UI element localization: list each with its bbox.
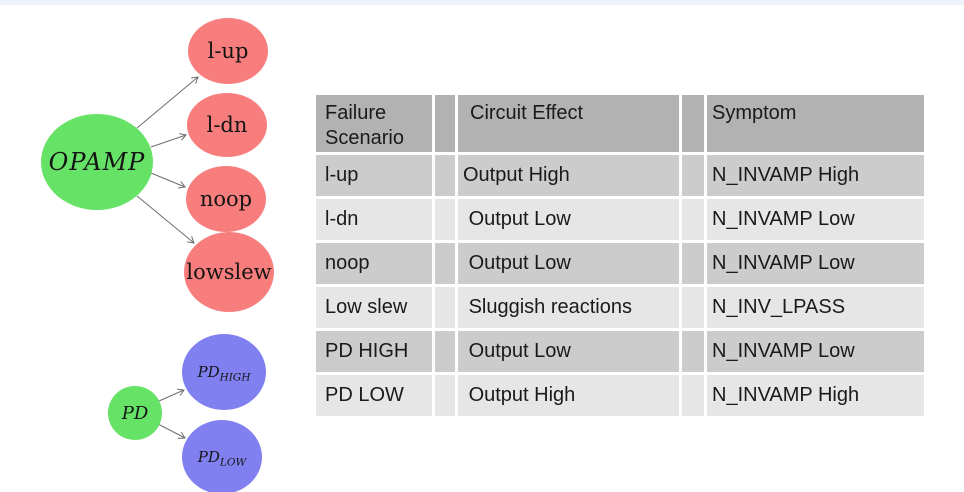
table-row-lup-spacer2 xyxy=(682,155,704,196)
node-pdhigh-subscript: HIGH xyxy=(219,372,252,384)
table-row-lowslew-spacer2 xyxy=(682,287,704,328)
table-header-failure-scenario: Failure Scenario xyxy=(316,95,432,152)
table-row-pdhigh-effect: Output Low xyxy=(458,331,679,372)
node-pdlow-subscript: LOW xyxy=(219,457,248,469)
table-row-lup-symptom: N_INVAMP High xyxy=(707,155,924,196)
table-header-spacer-2 xyxy=(682,95,704,152)
table-row-pdhigh-scenario: PD HIGH xyxy=(316,331,432,372)
table-row-pdlow-effect: Output High xyxy=(458,375,679,416)
table-row-noop-spacer2 xyxy=(682,243,704,284)
table-row-ldn-effect: Output Low xyxy=(458,199,679,240)
node-pdlow-main: PD xyxy=(197,448,220,466)
edge-opamp-lowslew xyxy=(136,195,195,244)
table-row-pdlow-spacer xyxy=(435,375,455,416)
node-pdhigh xyxy=(182,334,266,410)
table-row-pdhigh-symptom: N_INVAMP Low xyxy=(707,331,924,372)
node-ldn-label: l-dn xyxy=(207,113,248,137)
node-opamp-label: OPAMP xyxy=(49,148,146,176)
node-pd xyxy=(108,386,162,440)
node-noop xyxy=(186,166,266,232)
edge-opamp-ldn xyxy=(150,133,187,148)
node-pdhigh-main: PD xyxy=(197,363,220,381)
fault-tree-diagram: OPAMP l-up l-dn noop lowslew PD PDHIGH P… xyxy=(41,18,274,492)
node-pd-label: PD xyxy=(121,403,149,424)
node-lowslew-label: lowslew xyxy=(186,260,271,284)
table-header-spacer-1 xyxy=(435,95,455,152)
table-row-lup-scenario: l-up xyxy=(316,155,432,196)
table-row-lup-effect: Output High xyxy=(458,155,679,196)
table-row-pdhigh-spacer xyxy=(435,331,455,372)
edge-pd-pdlow xyxy=(157,423,186,439)
node-lowslew xyxy=(184,232,274,312)
table-row-noop-symptom: N_INVAMP Low xyxy=(707,243,924,284)
table-row-lup-spacer xyxy=(435,155,455,196)
node-noop-label: noop xyxy=(200,187,252,211)
node-pdhigh-label: PDHIGH xyxy=(197,363,252,384)
table-row-lowslew-spacer xyxy=(435,287,455,328)
table-row-pdlow-symptom: N_INVAMP High xyxy=(707,375,924,416)
node-lup-label: l-up xyxy=(208,39,249,63)
table-row-lowslew-effect: Sluggish reactions xyxy=(458,287,679,328)
table-row-pdlow-spacer2 xyxy=(682,375,704,416)
table-row-pdlow-scenario: PD LOW xyxy=(316,375,432,416)
table-row-noop-scenario: noop xyxy=(316,243,432,284)
table-header-symptom: Symptom xyxy=(707,95,924,152)
failure-scenario-table: Failure Scenario Circuit Effect Symptom … xyxy=(316,95,924,416)
table-row-noop-spacer xyxy=(435,243,455,284)
table-row-ldn-symptom: N_INVAMP Low xyxy=(707,199,924,240)
table-row-ldn-spacer xyxy=(435,199,455,240)
top-accent-strip xyxy=(0,0,964,5)
node-pdlow xyxy=(182,420,262,492)
node-pdlow-label: PDLOW xyxy=(197,448,248,469)
table-row-ldn-spacer2 xyxy=(682,199,704,240)
table-row-pdhigh-spacer2 xyxy=(682,331,704,372)
table-row-noop-effect: Output Low xyxy=(458,243,679,284)
table-row-lowslew-symptom: N_INV_LPASS xyxy=(707,287,924,328)
node-lup xyxy=(188,18,268,84)
edge-opamp-noop xyxy=(150,172,186,189)
node-opamp xyxy=(41,114,153,210)
table-header-circuit-effect: Circuit Effect xyxy=(458,95,679,152)
table-row-lowslew-scenario: Low slew xyxy=(316,287,432,328)
table-row-ldn-scenario: l-dn xyxy=(316,199,432,240)
node-ldn xyxy=(187,93,267,157)
edge-pd-pdhigh xyxy=(158,388,185,402)
edge-opamp-lup xyxy=(136,76,199,129)
